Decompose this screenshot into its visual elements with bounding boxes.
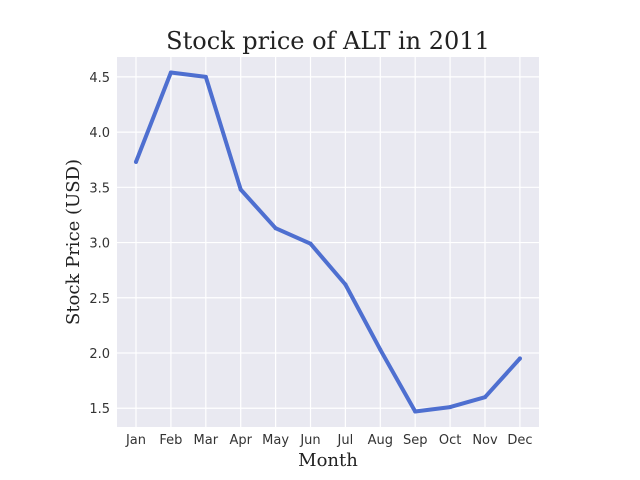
grid [117, 57, 539, 427]
x-tick-label: Oct [439, 433, 461, 448]
y-tick-label: 4.0 [89, 126, 110, 141]
data-point [203, 74, 208, 79]
x-tick-label: Mar [194, 433, 219, 448]
x-tick-label: Apr [229, 433, 252, 448]
data-point [483, 395, 487, 400]
x-tick-label: Aug [368, 433, 393, 448]
chart-title: Stock price of ALT in 2011 [166, 27, 490, 55]
x-axis-label: Month [298, 450, 358, 471]
x-tick-label: Jun [299, 433, 320, 448]
y-axis-ticks: 1.5 2.0 2.5 3.0 3.5 4.0 4.5 [89, 71, 110, 417]
data-point [343, 282, 348, 287]
y-tick-label: 2.0 [89, 347, 110, 362]
x-tick-label: Nov [472, 433, 498, 448]
data-point [378, 347, 383, 352]
x-tick-label: Jul [337, 433, 354, 448]
y-tick-label: 3.5 [89, 181, 110, 196]
x-tick-label: Dec [507, 433, 532, 448]
series-line [134, 70, 522, 414]
y-tick-label: 4.5 [89, 71, 110, 86]
x-axis-ticks: Jan Feb Mar Apr May Jun Jul Aug Sep Oct Nov Dec [125, 433, 533, 448]
y-tick-label: 3.0 [89, 237, 110, 252]
x-tick-label: Sep [403, 433, 428, 448]
y-tick-label: 2.5 [89, 292, 110, 307]
data-point [448, 405, 453, 410]
x-tick-label: Jan [125, 433, 146, 448]
data-point [168, 70, 173, 75]
y-tick-label: 1.5 [89, 402, 110, 417]
series-layer [134, 70, 522, 414]
y-axis-label: Stock Price (USD) [63, 159, 84, 325]
data-point [238, 187, 243, 192]
data-point [308, 241, 313, 246]
x-tick-label: Feb [159, 433, 182, 448]
data-point [273, 226, 278, 231]
data-point [413, 409, 418, 414]
data-point [517, 356, 522, 361]
data-point [134, 159, 138, 164]
x-tick-label: May [262, 433, 289, 448]
